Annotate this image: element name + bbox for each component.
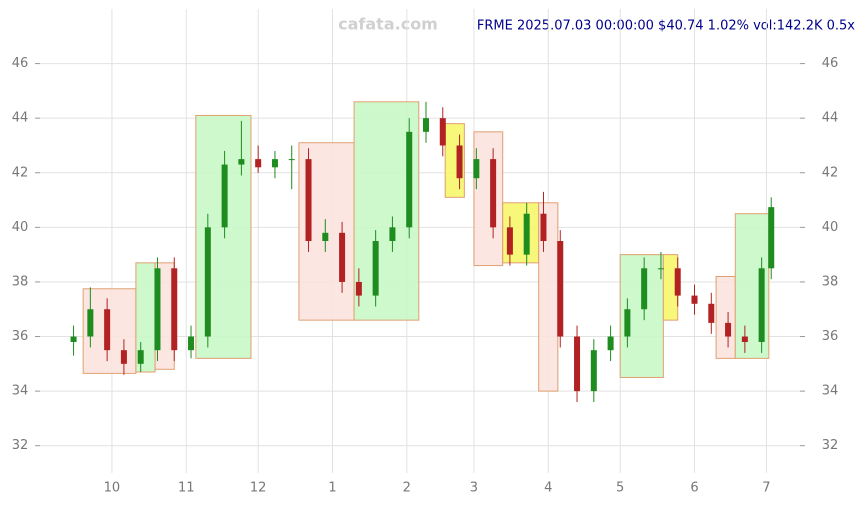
candle-body bbox=[691, 295, 698, 304]
x-tick-label: 3 bbox=[470, 481, 478, 496]
y-tick-label: 38 bbox=[12, 274, 29, 289]
chart-title: FRME 2025.07.03 00:00:00 $40.74 1.02% vo… bbox=[477, 19, 855, 34]
candle-body bbox=[188, 336, 195, 351]
y-tick-label: 36 bbox=[822, 329, 839, 344]
candle-body bbox=[590, 350, 597, 392]
x-tick-label: 7 bbox=[762, 481, 770, 496]
y-tick-label: 40 bbox=[822, 220, 839, 235]
y-tick-label: 32 bbox=[12, 438, 29, 453]
candle-body bbox=[624, 309, 631, 337]
candle-body bbox=[70, 336, 77, 342]
candle-body bbox=[523, 213, 530, 255]
candle-body bbox=[171, 268, 178, 351]
candle-body bbox=[768, 207, 775, 269]
candle-body bbox=[456, 145, 463, 179]
zone bbox=[715, 275, 736, 359]
y-tick-label: 46 bbox=[12, 56, 29, 71]
candle-body bbox=[322, 232, 329, 241]
y-tick-label: 44 bbox=[822, 111, 839, 126]
candle-body bbox=[557, 241, 564, 337]
y-tick-label: 46 bbox=[822, 56, 839, 71]
candle-body bbox=[389, 227, 396, 241]
x-tick-label: 10 bbox=[104, 481, 121, 496]
candle-body bbox=[708, 303, 715, 323]
candle-body bbox=[574, 336, 581, 392]
candle-body bbox=[741, 336, 748, 342]
candle-body bbox=[120, 350, 127, 364]
candle-body bbox=[288, 159, 295, 161]
candle-body bbox=[540, 213, 547, 241]
candle-body bbox=[271, 159, 278, 168]
candle-body bbox=[137, 350, 144, 364]
candle-body bbox=[641, 268, 648, 310]
candle-body bbox=[87, 309, 94, 337]
y-tick-label: 42 bbox=[12, 165, 29, 180]
candle-body bbox=[339, 232, 346, 282]
candle-body bbox=[607, 336, 614, 351]
candle-body bbox=[238, 159, 245, 165]
candle-body bbox=[221, 164, 228, 228]
x-tick-label: 12 bbox=[250, 481, 267, 496]
candle-body bbox=[372, 241, 379, 296]
x-tick-label: 2 bbox=[403, 481, 411, 496]
candle-body bbox=[506, 227, 513, 255]
y-tick-label: 32 bbox=[822, 438, 839, 453]
candle-body bbox=[439, 118, 446, 146]
y-tick-label: 34 bbox=[12, 384, 29, 399]
candle-body bbox=[204, 227, 211, 337]
y-tick-label: 44 bbox=[12, 111, 29, 126]
candle-body bbox=[674, 268, 681, 296]
candle-body bbox=[104, 309, 111, 351]
candle-body bbox=[355, 281, 362, 296]
y-tick-label: 36 bbox=[12, 329, 29, 344]
candle-body bbox=[154, 268, 161, 351]
candle-body bbox=[422, 118, 429, 132]
candle-body bbox=[406, 131, 413, 228]
candle-body bbox=[657, 268, 664, 270]
zone bbox=[195, 114, 252, 359]
candle-body bbox=[725, 322, 732, 337]
zone bbox=[473, 131, 504, 267]
x-tick-label: 6 bbox=[690, 481, 698, 496]
x-tick-label: 4 bbox=[544, 481, 552, 496]
x-tick-label: 5 bbox=[616, 481, 624, 496]
y-tick-label: 40 bbox=[12, 220, 29, 235]
y-tick-label: 34 bbox=[822, 384, 839, 399]
y-tick-label: 38 bbox=[822, 274, 839, 289]
candle-body bbox=[255, 159, 262, 168]
candle-body bbox=[758, 268, 765, 342]
candle-body bbox=[305, 159, 312, 241]
watermark: cafata.com bbox=[338, 15, 438, 34]
y-tick-label: 42 bbox=[822, 165, 839, 180]
x-tick-label: 1 bbox=[328, 481, 336, 496]
candle-body bbox=[473, 159, 480, 179]
x-tick-label: 11 bbox=[178, 481, 195, 496]
candle-body bbox=[490, 159, 497, 228]
